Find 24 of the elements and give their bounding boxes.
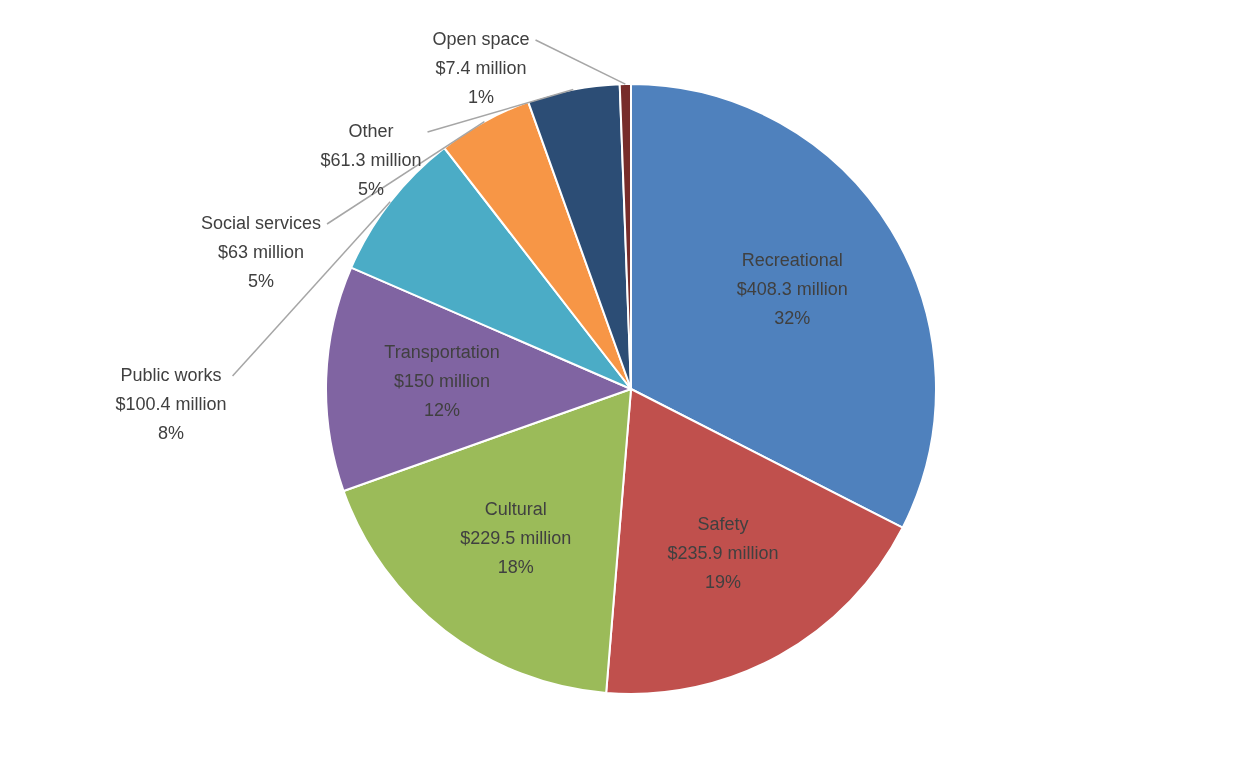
data-label: $229.5 million	[460, 527, 572, 548]
text: 19%	[705, 572, 742, 593]
text: 8%	[157, 422, 185, 443]
data-label: $408.3 million	[736, 279, 848, 300]
text: 1%	[467, 86, 495, 107]
data-label: $7.4 million	[435, 57, 527, 78]
slice-label: Social services	[200, 212, 322, 233]
text: 32%	[774, 308, 811, 329]
slice-label: Other	[348, 120, 394, 141]
text: 5%	[247, 270, 275, 291]
text: 12%	[424, 400, 461, 421]
text: 18%	[497, 556, 534, 577]
slice-label: Public works	[120, 364, 222, 385]
data-label: $150 million	[393, 371, 491, 392]
data-label: $235.9 million	[667, 543, 779, 564]
data-label: $63 million	[217, 241, 305, 262]
data-label: $61.3 million	[320, 149, 422, 170]
slice-label: Transportation	[384, 342, 500, 363]
text: 5%	[357, 178, 385, 199]
slice-label: Cultural	[484, 498, 547, 519]
slice-label: Safety	[697, 514, 749, 535]
slice-label: Recreational	[741, 250, 843, 271]
slice-label: Open space	[432, 28, 530, 49]
data-label: $100.4 million	[115, 393, 227, 414]
